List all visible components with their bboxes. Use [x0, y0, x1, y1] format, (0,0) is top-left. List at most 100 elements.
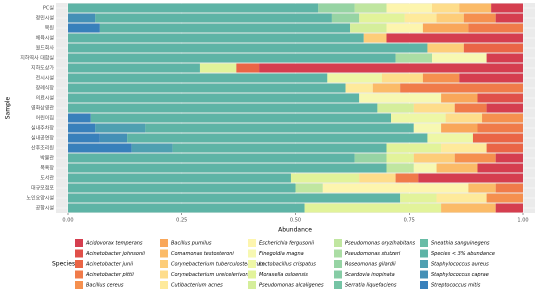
y-axis-title: Sample	[5, 96, 12, 119]
legend-label: Pseudomonas oryzihabitans	[345, 241, 416, 247]
legend-key	[334, 260, 342, 268]
bar-segment	[350, 23, 387, 33]
legend-label: Acidovorax temperans	[85, 241, 143, 247]
x-tick-label: 0.50	[290, 218, 301, 224]
bar-segment	[495, 13, 523, 23]
legend-key	[334, 281, 342, 289]
bar-segment	[68, 163, 387, 173]
bar-segment	[359, 93, 442, 103]
bar-segment	[354, 153, 387, 163]
legend-label: Cutibacterium acnes	[171, 283, 223, 289]
bar-segment	[413, 123, 442, 133]
legend-label: Acinetobacter junii	[85, 262, 134, 268]
bar-segment	[386, 33, 523, 43]
bar-segment	[68, 13, 96, 23]
y-tick-label: 대규모점포	[31, 185, 54, 192]
bar-segment	[68, 73, 328, 83]
bar-segment	[413, 103, 455, 113]
bar-segment	[459, 73, 523, 83]
legend-key	[160, 260, 168, 268]
bar-segment	[68, 93, 360, 103]
legend-label: Comamonas testosteroni	[171, 251, 234, 257]
bar-segment	[68, 133, 100, 143]
bar-segment	[295, 183, 323, 193]
legend-key	[75, 281, 83, 289]
y-tick-label: 목욕장	[40, 165, 54, 172]
bar-segment	[99, 23, 351, 33]
y-tick-label: 공항시설	[36, 205, 55, 212]
bar-segment	[445, 113, 483, 123]
y-tick-label: 실내공연장	[31, 135, 54, 142]
bar-segment	[463, 13, 496, 23]
bar-segment	[459, 3, 492, 13]
legend-key	[334, 270, 342, 279]
bar-segment	[486, 103, 523, 113]
bar-segment	[386, 3, 432, 13]
bar-segment	[68, 173, 291, 183]
legend-label: Scardovia inopinata	[345, 272, 395, 278]
bar-segment	[486, 193, 523, 203]
bar-segment	[95, 123, 146, 133]
y-tick-label: 장례식장	[36, 85, 55, 92]
y-tick-label: 전시시설	[36, 75, 55, 82]
legend-label: Species < 3% abundance	[431, 251, 495, 257]
bar-segment	[68, 23, 100, 33]
legend-key	[248, 270, 256, 279]
bar-segment	[400, 193, 437, 203]
legend-key	[248, 281, 256, 289]
legend-key	[160, 281, 168, 289]
legend-key	[420, 239, 428, 247]
legend-label: Corynebacterium tuberculostearicum	[171, 262, 265, 268]
legend-label: Bacillus pumilus	[171, 241, 212, 247]
bar-segment	[68, 113, 91, 123]
bar-segment	[386, 163, 414, 173]
y-tick-label: 체육시설	[36, 35, 55, 42]
y-tick-label: 지하도상가	[31, 65, 54, 72]
legend-label: Lactobacillus crispatus	[259, 262, 316, 268]
bar-segment	[477, 163, 523, 173]
y-tick-label: 노인요양시설	[26, 195, 54, 202]
bar-segment	[386, 23, 423, 33]
bar-segment	[359, 173, 396, 183]
legend-key	[420, 270, 428, 279]
bar-segment	[468, 23, 523, 33]
bar-segment	[381, 73, 423, 83]
bar-segment	[68, 203, 305, 213]
legend-label: Streptococcus mitis	[431, 283, 481, 289]
bar-segment	[90, 113, 392, 123]
bar-segment	[427, 43, 464, 53]
bar-segment	[363, 33, 387, 43]
legend-label: Corynebacterium ureicelerivorans	[171, 272, 257, 278]
legend-key	[160, 239, 168, 247]
bar-segment	[436, 193, 487, 203]
bar-segment	[68, 33, 364, 43]
bar-segment	[68, 123, 96, 133]
bar-segment	[495, 153, 523, 163]
bar-segment	[327, 73, 382, 83]
bar-segment	[386, 153, 414, 163]
bar-segment	[386, 143, 442, 153]
bar-segment	[395, 53, 432, 63]
bar-segment	[345, 83, 373, 93]
bar-segment	[304, 203, 442, 213]
y-tick-label: 월드회사	[36, 45, 55, 52]
bar-segment	[127, 133, 428, 143]
y-tick-label: 영화상영관	[31, 105, 54, 112]
legend-key	[75, 260, 83, 268]
bar-segment	[68, 143, 132, 153]
bar-segment	[99, 133, 128, 143]
bar-segment	[454, 153, 496, 163]
bar-segment	[331, 13, 360, 23]
bar-segment	[290, 173, 360, 183]
legend-key	[334, 239, 342, 247]
legend-label: Escherichia fergusonii	[259, 241, 315, 247]
bar-segment	[472, 133, 523, 143]
legend-key	[420, 249, 428, 258]
bar-segment	[68, 183, 296, 193]
bar-segment	[68, 3, 319, 13]
bar-segment	[441, 143, 487, 153]
x-tick-label: 1.00	[517, 218, 528, 224]
bar-segment	[491, 3, 523, 13]
legend-label: Staphylococcus caprae	[431, 272, 489, 278]
